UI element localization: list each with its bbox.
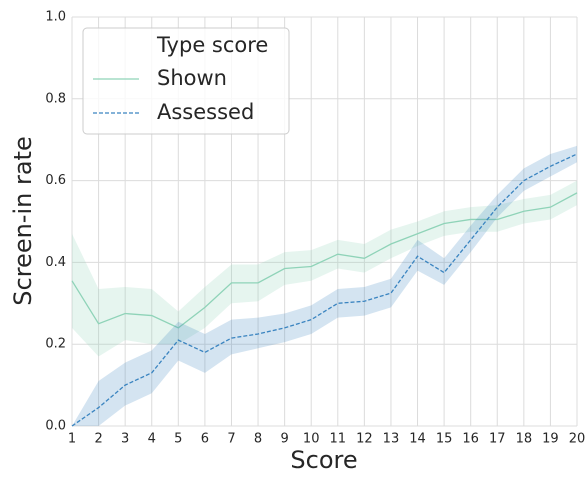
confidence-band (72, 145, 577, 426)
x-tick-label: 9 (280, 432, 288, 447)
x-tick-label: 16 (462, 432, 479, 447)
x-tick-label: 17 (489, 432, 506, 447)
x-tick-label: 13 (383, 432, 400, 447)
x-tick-label: 11 (330, 432, 347, 447)
x-tick-label: 2 (94, 432, 102, 447)
x-tick-label: 8 (254, 432, 262, 447)
legend-title: Type score (156, 33, 268, 57)
y-tick-label: 0.6 (45, 173, 66, 188)
x-tick-label: 10 (303, 432, 320, 447)
x-tick-label: 4 (148, 432, 156, 447)
x-tick-label: 1 (68, 432, 76, 447)
x-tick-label: 15 (436, 432, 453, 447)
line (71, 153, 578, 427)
x-tick-label: 3 (121, 432, 129, 447)
x-tick-label: 6 (201, 432, 209, 447)
y-tick-label: 0.0 (45, 419, 66, 434)
x-tick-label: 12 (356, 432, 373, 447)
x-tick-label: 19 (542, 432, 559, 447)
y-tick-label: 0.4 (45, 255, 66, 270)
y-axis-label: Screen-in rate (9, 136, 37, 305)
x-axis-label: Score (290, 446, 357, 473)
x-tick-label: 7 (227, 432, 235, 447)
legend-box (82, 27, 290, 135)
y-tick-label: 1.0 (45, 10, 66, 25)
y-tick-label: 0.8 (45, 91, 66, 106)
x-tick-label: 20 (569, 432, 586, 447)
x-tick-label: 5 (174, 432, 182, 447)
x-tick-label: 18 (516, 432, 533, 447)
line (71, 192, 578, 329)
legend-label: Assessed (157, 100, 254, 124)
x-tick-label: 14 (409, 432, 426, 447)
legend-label: Shown (157, 66, 227, 90)
y-tick-label: 0.2 (45, 337, 66, 352)
